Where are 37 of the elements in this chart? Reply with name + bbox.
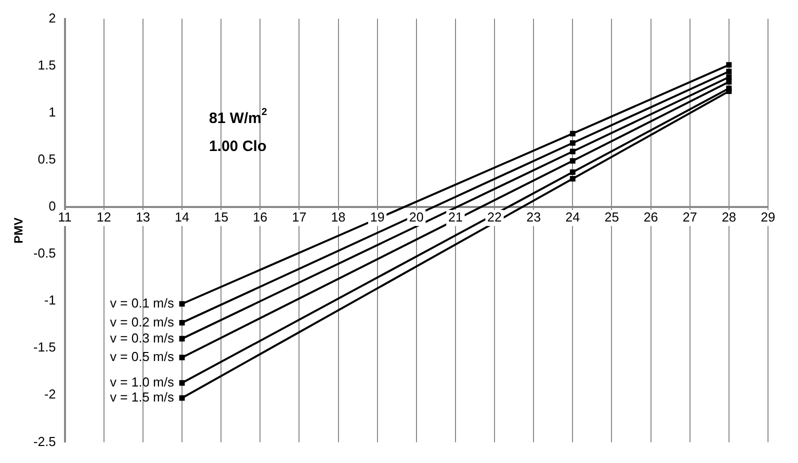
series-label: v = 1.5 m/s (110, 390, 174, 405)
x-tick-label: 21 (448, 210, 463, 225)
x-tick-label: 23 (526, 210, 541, 225)
y-tick-label: -1 (44, 292, 56, 308)
y-tick-label: 1 (48, 104, 56, 120)
x-tick-label: 25 (604, 210, 619, 225)
series-label: v = 0.2 m/s (110, 314, 174, 330)
x-tick-label: 16 (252, 210, 268, 225)
x-tick-label: 18 (331, 210, 346, 225)
y-tick-label: -1.5 (33, 340, 56, 355)
x-tick-label: 13 (136, 210, 150, 225)
x-tick-label: 29 (760, 210, 776, 225)
x-tick-label: 15 (214, 210, 228, 225)
x-tick-label: 14 (174, 210, 190, 225)
y-tick-label: 2 (48, 10, 56, 26)
y-tick-label: -2.5 (33, 434, 56, 449)
x-tick-label: 26 (644, 210, 658, 225)
series-label: v = 1.0 m/s (110, 374, 174, 390)
y-tick-label: -2 (44, 386, 56, 402)
x-tick-label: 11 (58, 210, 72, 225)
series-label: v = 0.5 m/s (110, 349, 174, 364)
x-tick-label: 12 (96, 210, 112, 225)
x-tick-label: 19 (370, 210, 385, 225)
x-tick-label: 27 (682, 210, 698, 225)
x-tick-label: 17 (292, 210, 306, 225)
annotation: 1.00 Clo (208, 138, 266, 155)
x-tick-label: 22 (487, 210, 502, 225)
y-axis-title: PMV (12, 217, 26, 244)
y-tick-label: -0.5 (33, 246, 56, 261)
y-tick-label: 0 (48, 198, 56, 214)
x-tick-label: 28 (722, 210, 736, 225)
x-tick-label: 24 (565, 210, 580, 225)
y-tick-label: 0.5 (38, 152, 56, 167)
y-tick-label: 1.5 (38, 57, 56, 72)
series-label: v = 0.1 m/s (110, 295, 174, 310)
x-tick-label: 20 (409, 210, 424, 225)
series-label: v = 0.3 m/s (110, 330, 174, 346)
